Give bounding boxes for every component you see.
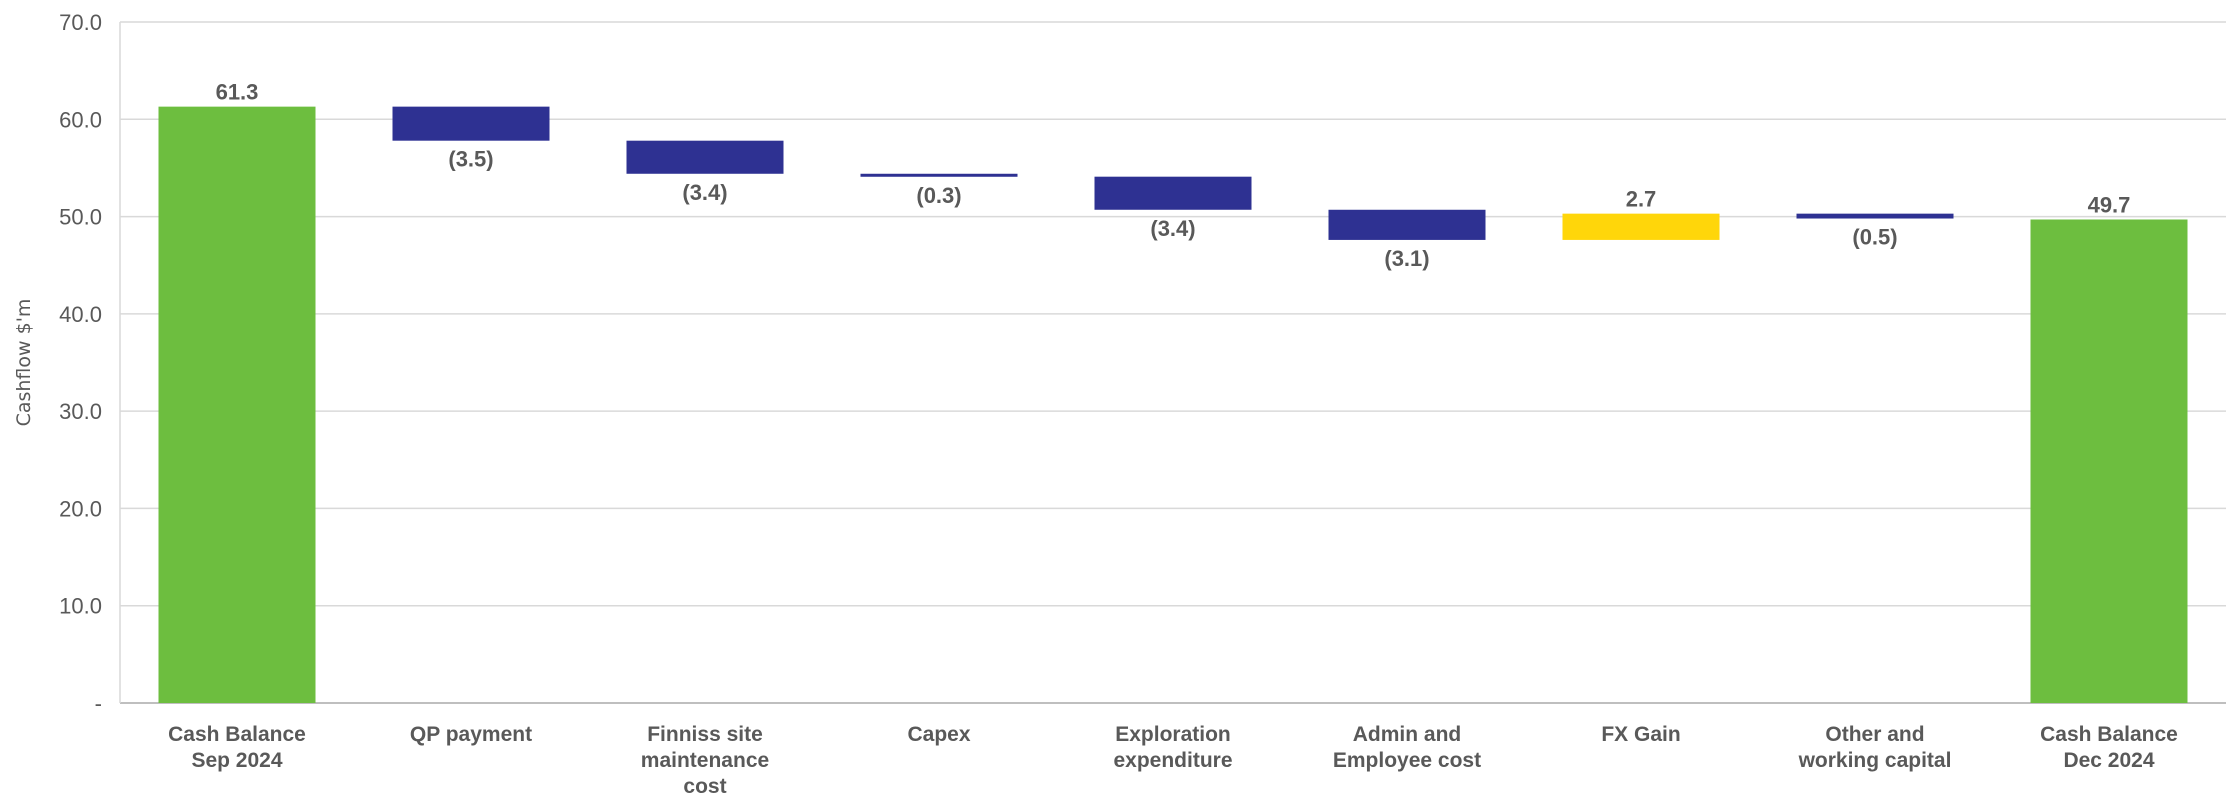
decrease-bar — [626, 140, 784, 174]
x-category-label: QP payment — [410, 723, 532, 746]
y-tick-label: 30.0 — [59, 399, 102, 424]
x-axis-categories: Cash Balance Sep 2024 QP payment Finniss si… — [168, 723, 2178, 794]
decrease-bar — [1328, 209, 1486, 240]
data-label: 49.7 — [2088, 192, 2131, 217]
x-category-label: Admin and Employee cost — [1333, 723, 1481, 772]
x-category-label: Capex — [907, 723, 970, 746]
data-label: (0.5) — [1852, 225, 1897, 250]
y-tick-label: 50.0 — [59, 205, 102, 230]
total-bar — [2030, 219, 2188, 704]
x-category-label: Finniss site maintenance cost — [641, 723, 769, 794]
y-tick-label: 10.0 — [59, 594, 102, 619]
y-tick-label: 70.0 — [59, 10, 102, 35]
data-label: 2.7 — [1626, 187, 1657, 212]
bars — [158, 106, 2188, 704]
data-label: (3.4) — [1150, 216, 1195, 241]
y-tick-label: 20.0 — [59, 496, 102, 521]
decrease-bar — [860, 173, 1018, 177]
x-category-label: Other and working capital — [1798, 723, 1952, 772]
decrease-bar — [1094, 176, 1252, 210]
y-axis-ticks: - 10.0 20.0 30.0 40.0 50.0 60.0 70.0 — [59, 10, 102, 716]
y-axis-label: Cashflow $'m — [13, 299, 35, 427]
x-category-label: Exploration expenditure — [1113, 723, 1232, 772]
data-label: (3.5) — [448, 147, 493, 172]
data-label: (0.3) — [916, 183, 961, 208]
x-category-label: Cash Balance Sep 2024 — [168, 723, 306, 772]
y-tick-label: 60.0 — [59, 107, 102, 132]
y-tick-label: - — [95, 691, 102, 716]
x-category-label: Cash Balance Dec 2024 — [2040, 723, 2178, 772]
data-label: (3.4) — [682, 180, 727, 205]
decrease-bar — [1796, 213, 1954, 219]
total-bar — [158, 106, 316, 704]
decrease-bar — [392, 106, 550, 141]
y-tick-label: 40.0 — [59, 302, 102, 327]
increase-bar — [1562, 213, 1720, 240]
data-label: (3.1) — [1384, 246, 1429, 271]
x-category-label: FX Gain — [1601, 723, 1680, 746]
data-labels: 61.3 (3.5) (3.4) (0.3) (3.4) (3.1) 2.7 (0.5) 49.… — [216, 80, 2131, 271]
data-label: 61.3 — [216, 80, 259, 105]
